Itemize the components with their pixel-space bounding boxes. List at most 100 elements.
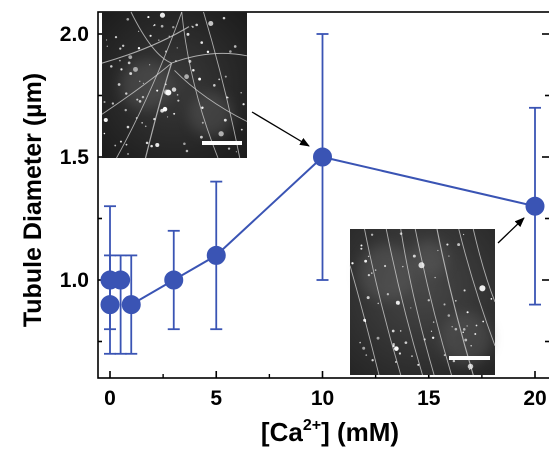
inset-speck xyxy=(156,89,159,92)
x-axis-title: [Ca2+] (mM) xyxy=(261,417,399,447)
inset-speck xyxy=(188,59,192,63)
inset-speck xyxy=(126,125,130,129)
inset-speck xyxy=(410,307,412,309)
inset-speck xyxy=(129,72,133,75)
inset-speck xyxy=(124,108,127,112)
inset-speck xyxy=(222,16,226,20)
inset-fiber xyxy=(101,26,190,64)
inset-speck xyxy=(121,44,125,47)
y-axis-title: Tubule Diameter (µm) xyxy=(19,73,47,327)
inset-fiber xyxy=(414,228,452,376)
inset-speck xyxy=(399,232,403,235)
inset-speck xyxy=(172,26,175,29)
inset-speck xyxy=(144,125,147,128)
inset-1-scale-bar xyxy=(202,141,242,145)
inset-speck xyxy=(463,289,466,292)
inset-2-scale-bar xyxy=(449,356,490,360)
data-point xyxy=(164,270,184,290)
x-tick-label: 20 xyxy=(523,387,546,410)
inset-speck xyxy=(201,106,204,110)
inset-speck xyxy=(360,247,363,250)
inset-speck xyxy=(114,144,117,147)
inset-speck xyxy=(397,303,400,305)
data-point xyxy=(206,245,226,265)
x-axis-title-main: [Ca xyxy=(261,417,303,447)
inset-fiber xyxy=(171,52,248,64)
inset-speck xyxy=(125,92,128,95)
inset-speck xyxy=(462,331,464,334)
x-tick-labels: 0 5 10 15 20 xyxy=(104,387,547,410)
inset-speck xyxy=(452,359,456,363)
inset-speck xyxy=(166,116,169,118)
inset-speck xyxy=(374,269,377,271)
y-tick-label: 1.5 xyxy=(60,146,90,169)
inset-speck xyxy=(125,143,128,146)
inset-speck xyxy=(137,30,140,32)
inset-speck xyxy=(103,117,108,123)
inset-speck xyxy=(103,100,106,103)
inset-speck xyxy=(392,342,395,346)
inset-speck xyxy=(118,59,121,62)
inset-speck xyxy=(392,344,395,348)
inset-speck xyxy=(447,314,451,317)
inset-speck xyxy=(218,131,224,137)
inset-speck xyxy=(462,328,466,331)
inset-speck xyxy=(398,352,402,355)
inset-haze xyxy=(120,60,171,110)
inset-speck xyxy=(141,122,143,124)
inset-speck xyxy=(145,141,149,145)
inset-speck xyxy=(370,233,374,236)
inset-speck xyxy=(119,140,122,143)
inset-speck xyxy=(443,354,446,357)
inset-speck xyxy=(240,92,242,94)
inset-haze xyxy=(411,240,448,277)
inset-speck xyxy=(199,135,203,139)
arrow-to-point-10mM xyxy=(251,111,310,147)
inset-speck xyxy=(158,39,160,41)
inset-micrograph-top-left xyxy=(101,11,248,159)
inset-fiber xyxy=(144,62,173,159)
inset-speck xyxy=(376,336,380,340)
inset-speck xyxy=(147,15,150,19)
inset-speck xyxy=(434,276,436,279)
inset-speck xyxy=(431,336,435,339)
x-tick-label: 15 xyxy=(417,387,441,410)
inset-speck xyxy=(386,293,390,296)
inset-speck xyxy=(164,83,167,86)
inset-speck xyxy=(149,64,151,66)
inset-speck xyxy=(377,302,379,305)
data-point xyxy=(525,196,545,216)
data-point xyxy=(121,295,141,315)
inset-speck xyxy=(185,149,189,153)
inset-fiber xyxy=(400,228,435,376)
inset-speck xyxy=(351,262,354,265)
inset-speck xyxy=(218,78,221,81)
inset-speck xyxy=(395,361,397,363)
inset-speck xyxy=(111,102,115,105)
inset-speck xyxy=(443,303,446,306)
inset-speck xyxy=(117,83,121,86)
inset-speck xyxy=(364,259,368,263)
inset-speck xyxy=(168,35,170,37)
inset-speck xyxy=(417,363,420,366)
inset-speck xyxy=(466,311,469,314)
inset-speck xyxy=(200,41,204,44)
inset-speck xyxy=(362,346,366,350)
inset-speck xyxy=(240,128,243,131)
inset-speck xyxy=(136,98,139,101)
inset-speck xyxy=(120,68,123,71)
inset-speck xyxy=(162,106,168,112)
inset-haze xyxy=(440,312,492,365)
inset-speck xyxy=(153,24,155,27)
inset-arrows xyxy=(251,111,525,244)
inset-speck xyxy=(367,255,370,258)
inset-speck xyxy=(467,363,474,370)
inset-speck xyxy=(164,50,167,53)
inset-speck xyxy=(176,94,179,96)
inset-speck xyxy=(423,338,426,341)
inset-speck xyxy=(105,39,108,41)
inset-speck xyxy=(229,50,232,53)
inset-speck xyxy=(114,36,118,39)
inset-speck xyxy=(475,324,478,327)
inset-1-texture xyxy=(101,11,248,159)
